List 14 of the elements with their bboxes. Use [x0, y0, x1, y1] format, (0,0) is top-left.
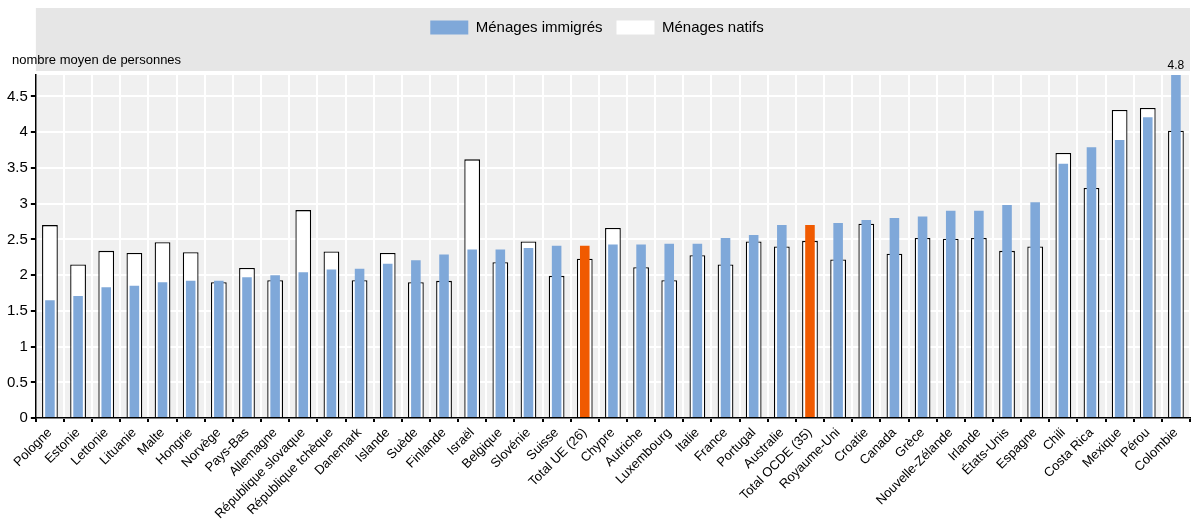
y-tick-label: 3	[19, 193, 28, 211]
y-axis-title: nombre moyen de personnes	[12, 52, 182, 68]
y-tick-label: 0.5	[6, 372, 28, 390]
y-tick-label: 1	[19, 336, 28, 354]
y-tick-label: 2.5	[6, 229, 28, 247]
data-label: 4.8	[1167, 58, 1185, 73]
y-tick-label: 0	[19, 408, 28, 426]
legend-label: Ménages natifs	[661, 17, 764, 35]
y-tick-label: 1.5	[6, 301, 28, 319]
y-tick-label: 4.5	[6, 86, 28, 104]
legend-label: Ménages immigrés	[475, 17, 603, 35]
y-tick-label: 3.5	[6, 158, 28, 176]
y-tick-label: 4	[19, 122, 28, 140]
y-tick-label: 2	[19, 265, 28, 283]
